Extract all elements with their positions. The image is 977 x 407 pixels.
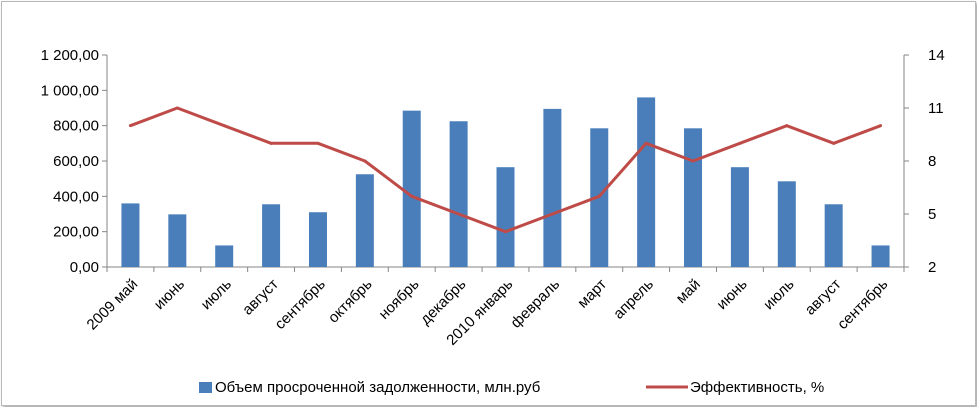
y-left-tick-label: 800,00 [53,118,99,135]
line-point [832,141,836,145]
line-point [644,141,648,145]
x-tick-label: 2009 май [84,276,142,334]
line-point [550,212,554,216]
x-tick-label: июнь [713,276,750,313]
bar [543,108,562,267]
x-tick-label: октябрь [325,276,376,327]
line-point [785,124,789,128]
line-point [691,159,695,163]
y-right-tick-label: 2 [928,259,936,276]
line-series [128,106,883,234]
bar [730,167,749,267]
axis-labels: 0,00 200,00 400,00 600,00 800,00 1 000,00 1 20… [41,47,945,349]
y-left-tick-label: 200,00 [53,224,99,241]
bar [215,245,234,267]
y-right-tick-label: 5 [928,206,936,223]
line-point [738,141,742,145]
y-left-tick-label: 1 200,00 [41,47,99,64]
x-tick-label: февраль [507,276,563,332]
line-point [222,124,226,128]
x-tick-label: май [673,276,704,307]
line-point [363,159,367,163]
legend-bar-swatch [199,382,212,393]
y-left-tick-label: 0,00 [70,259,99,276]
line-point [269,141,273,145]
line-point [410,194,414,198]
bar [777,181,796,267]
legend-bar-label: Объем просроченной задолженности, млн.ру… [215,379,540,396]
bar [871,245,890,267]
line-point [316,141,320,145]
line-point [457,212,461,216]
x-tick-label: сентябрь [834,276,891,333]
x-tick-label: июнь [151,276,188,313]
bar [824,204,843,267]
line-point [504,230,507,234]
line-point [597,194,601,198]
y-left-tick-label: 600,00 [53,153,99,170]
line-point [128,124,132,128]
bar [262,204,281,267]
x-tick-label: ноябрь [376,276,423,323]
bar [402,110,421,268]
x-tick-label: август [802,276,845,319]
x-tick-label: июль [198,276,236,314]
line-point [175,106,179,110]
y-right-tick-label: 8 [928,153,936,170]
line-point [879,124,883,128]
x-tick-label: сентябрь [272,276,329,333]
chart-legend: Объем просроченной задолженности, млн.ру… [199,379,824,396]
y-left-tick-label: 1 000,00 [41,82,99,99]
y-right-tick-label: 14 [928,47,945,64]
bar-series [121,97,890,268]
x-tick-label: март [574,276,610,312]
bar [449,121,468,267]
bar [168,214,187,267]
legend-line-label: Эффективность, % [690,379,824,396]
bar [308,212,327,267]
y-right-tick-label: 11 [928,100,944,117]
y-left-tick-label: 400,00 [53,188,99,205]
bar [355,174,374,267]
x-tick-label: июль [760,276,798,314]
bar [121,203,140,267]
x-tick-label: август [239,276,282,319]
bar [496,167,515,267]
x-tick-label: апрель [610,276,657,323]
bar [684,128,703,267]
bar [637,97,656,268]
